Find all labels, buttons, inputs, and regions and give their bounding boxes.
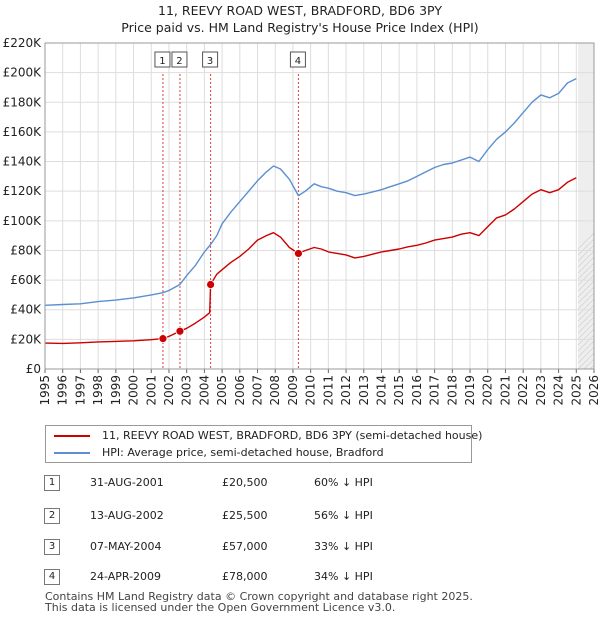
transaction-marker-label: 1 [159, 56, 165, 67]
price-chart: £0 £20K £40K £60K £80K £100K £120K £140K £160K £1… [3, 36, 600, 406]
x-tick-label: 2012 [339, 375, 353, 406]
hatch-line [596, 43, 600, 369]
x-tick-label: 2002 [162, 375, 176, 406]
footer-licence: This data is licensed under the Open Gov… [45, 601, 396, 614]
x-tick-label: 2016 [410, 375, 424, 406]
x-tick-label: 2009 [286, 375, 300, 406]
chart-subtitle: Price paid vs. HM Land Registry's House … [121, 20, 479, 35]
table-row: 2 13-AUG-2002 £25,500 56% ↓ HPI [0, 506, 600, 526]
x-tick-label: 2011 [321, 375, 335, 406]
x-tick-label: 2013 [357, 375, 371, 406]
x-tick-label: 1998 [91, 375, 105, 406]
y-tick-label: £200K [3, 66, 43, 80]
y-tick-label: £20K [10, 332, 42, 346]
x-tick-label: 2003 [180, 375, 194, 406]
x-tick-label: 2018 [445, 375, 459, 406]
y-tick-label: £0 [26, 362, 41, 376]
x-tick-label: 2006 [233, 375, 247, 406]
transaction-hpi-diff: 56% ↓ HPI [314, 509, 373, 522]
x-tick-label: 2017 [428, 375, 442, 406]
table-row: 1 31-AUG-2001 £20,500 60% ↓ HPI [0, 473, 600, 493]
x-tick-label: 1995 [38, 375, 52, 406]
x-tick-label: 1997 [73, 375, 87, 406]
hpi-series-line [44, 77, 577, 306]
transaction-number: 1 [44, 475, 60, 491]
transaction-date: 13-AUG-2002 [90, 509, 164, 522]
x-tick-label: 2014 [374, 375, 388, 406]
x-tick-label: 2020 [481, 375, 495, 406]
transaction-date: 07-MAY-2004 [90, 540, 162, 553]
plot-area [45, 43, 594, 369]
hatch-line [578, 298, 594, 316]
x-tick-label: 2025 [569, 375, 583, 406]
x-tick-label: 2019 [463, 375, 477, 406]
transaction-hpi-diff: 34% ↓ HPI [314, 570, 373, 583]
y-tick-label: £80K [10, 243, 42, 257]
y-tick-label: £160K [3, 125, 43, 139]
transaction-date: 24-APR-2009 [90, 570, 162, 583]
x-tick-label: 2005 [215, 375, 229, 406]
transaction-hpi-diff: 60% ↓ HPI [314, 476, 373, 489]
forecast-hatch [578, 43, 600, 369]
x-tick-label: 2008 [268, 375, 282, 406]
x-tick-label: 2000 [127, 375, 141, 406]
x-tick-label: 2001 [144, 375, 158, 406]
legend-swatch-hpi [54, 452, 90, 454]
transaction-price: £20,500 [222, 476, 268, 489]
x-tick-label: 2021 [498, 375, 512, 406]
y-tick-label: £220K [3, 36, 43, 50]
y-tick-label: £140K [3, 155, 43, 169]
transaction-point [175, 326, 185, 336]
y-tick-label: £120K [3, 184, 43, 198]
x-tick-label: 2026 [587, 375, 600, 406]
x-tick-label: 2022 [516, 375, 530, 406]
x-tick-label: 2015 [392, 375, 406, 406]
footer-copyright: Contains HM Land Registry data © Crown c… [45, 590, 473, 603]
transaction-point [294, 249, 303, 258]
transaction-price: £25,500 [222, 509, 268, 522]
transaction-number: 2 [44, 508, 60, 524]
transaction-point [158, 334, 168, 344]
x-tick-label: 2007 [251, 375, 265, 406]
transaction-marker-box [289, 51, 306, 68]
y-tick-label: £60K [10, 273, 42, 287]
legend-swatch-property [54, 435, 90, 437]
forecast-shading [578, 43, 594, 369]
table-row: 3 07-MAY-2004 £57,000 33% ↓ HPI [0, 537, 600, 557]
transaction-price: £78,000 [222, 570, 268, 583]
legend-label-hpi: HPI: Average price, semi-detached house,… [102, 446, 384, 459]
x-tick-label: 2010 [304, 375, 318, 406]
y-tick-label: £100K [3, 214, 43, 228]
x-tick-label: 1996 [56, 375, 70, 406]
transaction-marker-box [202, 51, 219, 68]
x-tick-label: 2024 [552, 375, 566, 406]
y-tick-label: £180K [3, 95, 43, 109]
plot-frame [44, 42, 595, 370]
transaction-number: 4 [44, 569, 60, 585]
transaction-date: 31-AUG-2001 [90, 476, 164, 489]
hatch-line [578, 304, 594, 322]
x-tick-label: 2023 [534, 375, 548, 406]
hatch-line [578, 310, 594, 328]
transaction-number: 3 [44, 539, 60, 555]
x-tick-label: 1999 [109, 375, 123, 406]
transaction-point [206, 280, 215, 289]
legend: 11, REEVY ROAD WEST, BRADFORD, BD6 3PY (… [45, 425, 482, 463]
transaction-marker-box [154, 51, 171, 68]
transaction-marker-label: 2 [176, 56, 182, 67]
x-tick-label: 2004 [197, 375, 211, 406]
transaction-hpi-diff: 33% ↓ HPI [314, 540, 373, 553]
y-tick-label: £40K [10, 303, 42, 317]
transaction-marker-label: 3 [207, 56, 213, 67]
transaction-price: £57,000 [222, 540, 268, 553]
chart-title: 11, REEVY ROAD WEST, BRADFORD, BD6 3PY [158, 3, 442, 18]
transaction-marker-label: 4 [295, 56, 301, 67]
transaction-marker-box [171, 51, 188, 68]
table-row: 4 24-APR-2009 £78,000 34% ↓ HPI [0, 567, 600, 587]
legend-label-property: 11, REEVY ROAD WEST, BRADFORD, BD6 3PY (… [102, 429, 483, 442]
